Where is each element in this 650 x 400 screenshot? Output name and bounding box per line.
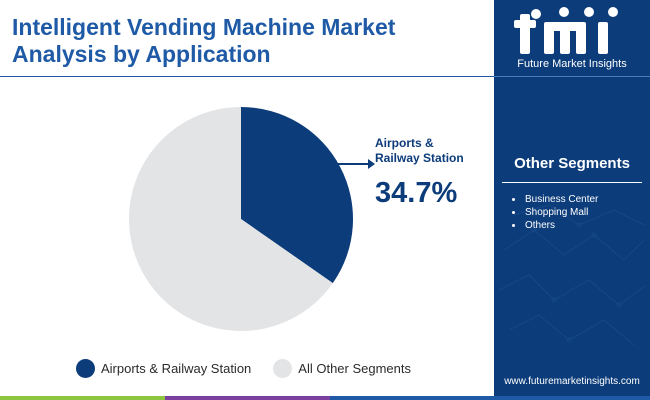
- bottom-bar-blue: [330, 396, 650, 400]
- website-link[interactable]: www.futuremarketinsights.com: [504, 376, 640, 387]
- bottom-color-bar: [0, 396, 650, 400]
- bullet-icon: [512, 211, 515, 214]
- bullet-icon: [512, 224, 515, 227]
- sidebar-divider: [494, 76, 650, 77]
- list-item: Business Center: [512, 193, 598, 206]
- callout-label-line-1: Airports &: [375, 136, 434, 150]
- list-item-label: Shopping Mall: [525, 207, 589, 218]
- legend-label-airports: Airports & Railway Station: [101, 360, 252, 376]
- callout-value: 34.7%: [375, 177, 458, 209]
- legend-item-airports: Airports & Railway Station: [76, 358, 252, 378]
- background-pattern: [498, 204, 647, 346]
- chart-legend: Airports & Railway Station All Other Seg…: [76, 357, 433, 379]
- bottom-bar-green: [0, 396, 165, 400]
- callout-arrow-icon: [368, 159, 375, 169]
- page-title: Intelligent Vending Machine Market Analy…: [12, 14, 482, 68]
- legend-item-other: All Other Segments: [273, 358, 411, 378]
- list-item-label: Others: [525, 220, 556, 231]
- pie-slice-other: [129, 107, 333, 331]
- pie-chart: [129, 107, 375, 331]
- other-segments-title: Other Segments: [514, 155, 630, 172]
- list-item: Shopping Mall: [512, 206, 598, 219]
- bottom-bar-purple: [165, 396, 330, 400]
- other-segments-divider: [502, 182, 642, 183]
- legend-label-other: All Other Segments: [298, 360, 411, 376]
- title-line-2: Analysis by Application: [12, 41, 271, 67]
- callout-label: Airports & Railway Station: [375, 136, 490, 166]
- logo-text: Future Market Insights: [517, 58, 627, 70]
- legend-swatch-airports: [76, 358, 95, 378]
- title-divider: [0, 76, 494, 77]
- sidebar-panel: Future Market Insights Other Segments Bu…: [494, 0, 650, 400]
- pie-slice-airports: [241, 107, 353, 284]
- callout-line: [323, 163, 368, 173]
- legend-swatch-other: [273, 358, 293, 378]
- other-segments-list: Business Center Shopping Mall Others: [512, 193, 598, 232]
- callout-label-line-2: Railway Station: [375, 151, 464, 165]
- bullet-icon: [512, 198, 515, 201]
- list-item: Others: [512, 219, 598, 232]
- title-line-1: Intelligent Vending Machine Market: [12, 14, 396, 40]
- fmi-logo: [514, 7, 618, 54]
- list-item-label: Business Center: [525, 194, 599, 205]
